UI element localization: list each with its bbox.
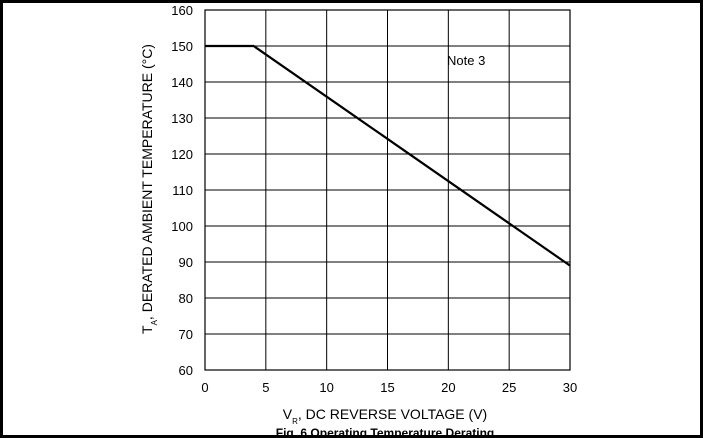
y-tick-label: 110 xyxy=(172,183,193,198)
y-tick-label: 70 xyxy=(179,327,193,342)
y-tick-label: 160 xyxy=(171,3,193,18)
x-tick-labels: 0 5 10 15 20 25 30 xyxy=(201,380,577,395)
figure-caption: Fig. 6 Operating Temperature Derating xyxy=(276,426,494,438)
plot-border xyxy=(204,9,571,371)
derating-line xyxy=(205,44,571,267)
x-tick-label: 25 xyxy=(502,380,516,395)
y-tick-label: 80 xyxy=(179,291,193,306)
y-tick-label: 60 xyxy=(179,363,193,378)
y-tick-labels: 60 70 80 90 100 110 120 130 140 150 160 xyxy=(171,3,193,378)
x-tick-label: 10 xyxy=(319,380,333,395)
y-tick-label: 150 xyxy=(171,39,193,54)
x-tick-label: 5 xyxy=(262,380,269,395)
x-tick-label: 30 xyxy=(563,380,577,395)
x-tick-label: 20 xyxy=(441,380,455,395)
y-tick-label: 90 xyxy=(179,255,193,270)
y-tick-label: 130 xyxy=(171,111,193,126)
series-group xyxy=(205,44,571,267)
y-axis-title: TA, DERATED AMBIENT TEMPERATURE (°C) xyxy=(139,44,159,334)
y-tick-label: 120 xyxy=(171,147,193,162)
x-axis-title: VR, DC REVERSE VOLTAGE (V) xyxy=(283,406,487,426)
y-tick-label: 140 xyxy=(171,75,193,90)
x-tick-label: 0 xyxy=(201,380,208,395)
y-tick-label: 100 xyxy=(171,219,193,234)
note-annotation: Note 3 xyxy=(447,53,485,68)
x-tick-label: 15 xyxy=(380,380,394,395)
grid xyxy=(204,9,571,371)
